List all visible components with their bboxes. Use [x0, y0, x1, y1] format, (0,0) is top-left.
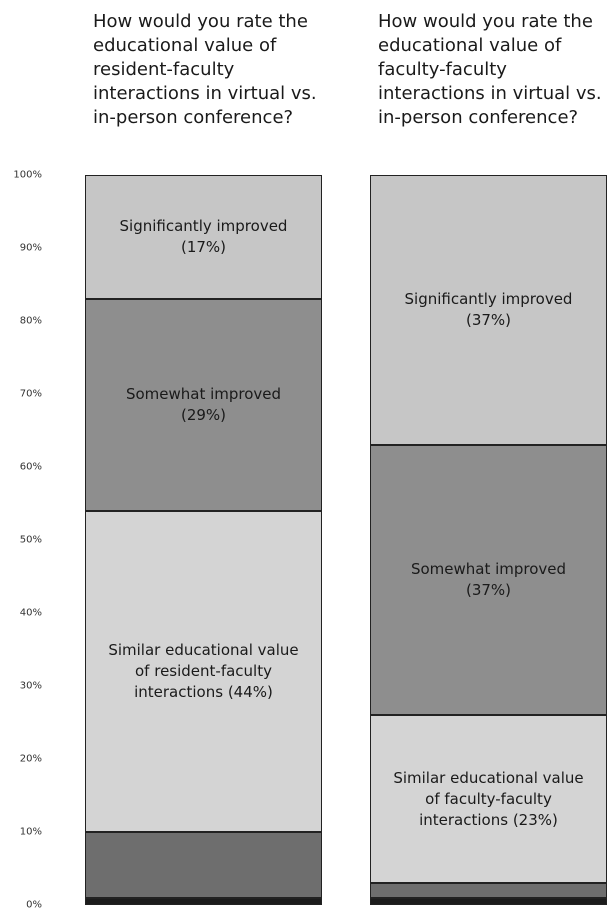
- bar-segment: Significantly improved (37%): [370, 175, 607, 446]
- y-tick-label: 80%: [19, 315, 42, 327]
- y-tick-label: 70%: [19, 388, 42, 400]
- y-tick-label: 50%: [19, 534, 42, 546]
- bar-segment: [370, 897, 607, 905]
- question-title: How would you rate the educational value…: [93, 11, 317, 128]
- bar-segment: Somewhat improved (37%): [370, 445, 607, 716]
- y-tick-label: 60%: [19, 461, 42, 473]
- bar-segment: Similar educational value of faculty-fac…: [370, 715, 607, 884]
- segment-label: Somewhat improved (29%): [125, 384, 282, 424]
- segment-label: Somewhat improved (37%): [410, 560, 567, 600]
- y-tick-label: 20%: [19, 753, 42, 765]
- y-tick-label: 0%: [26, 899, 42, 911]
- bar-segment: [370, 883, 607, 898]
- bar-segment: [85, 832, 322, 898]
- y-tick-label: 100%: [13, 169, 42, 181]
- bar-segment: Somewhat improved (29%): [85, 299, 322, 511]
- segment-label: Similar educational value of resident-fa…: [108, 640, 299, 701]
- y-tick-label: 40%: [19, 607, 42, 619]
- bar-segment: Significantly improved (17%): [85, 175, 322, 300]
- bar-segment: [85, 897, 322, 905]
- y-tick-label: 30%: [19, 680, 42, 692]
- question-title: How would you rate the educational value…: [378, 11, 602, 128]
- y-tick-label: 10%: [19, 826, 42, 838]
- segment-label: Significantly improved (37%): [404, 290, 573, 330]
- segment-label: Significantly improved (17%): [119, 217, 288, 257]
- segment-label: Similar educational value of faculty-fac…: [393, 768, 584, 829]
- y-tick-label: 90%: [19, 242, 42, 254]
- bar-segment: Similar educational value of resident-fa…: [85, 510, 322, 832]
